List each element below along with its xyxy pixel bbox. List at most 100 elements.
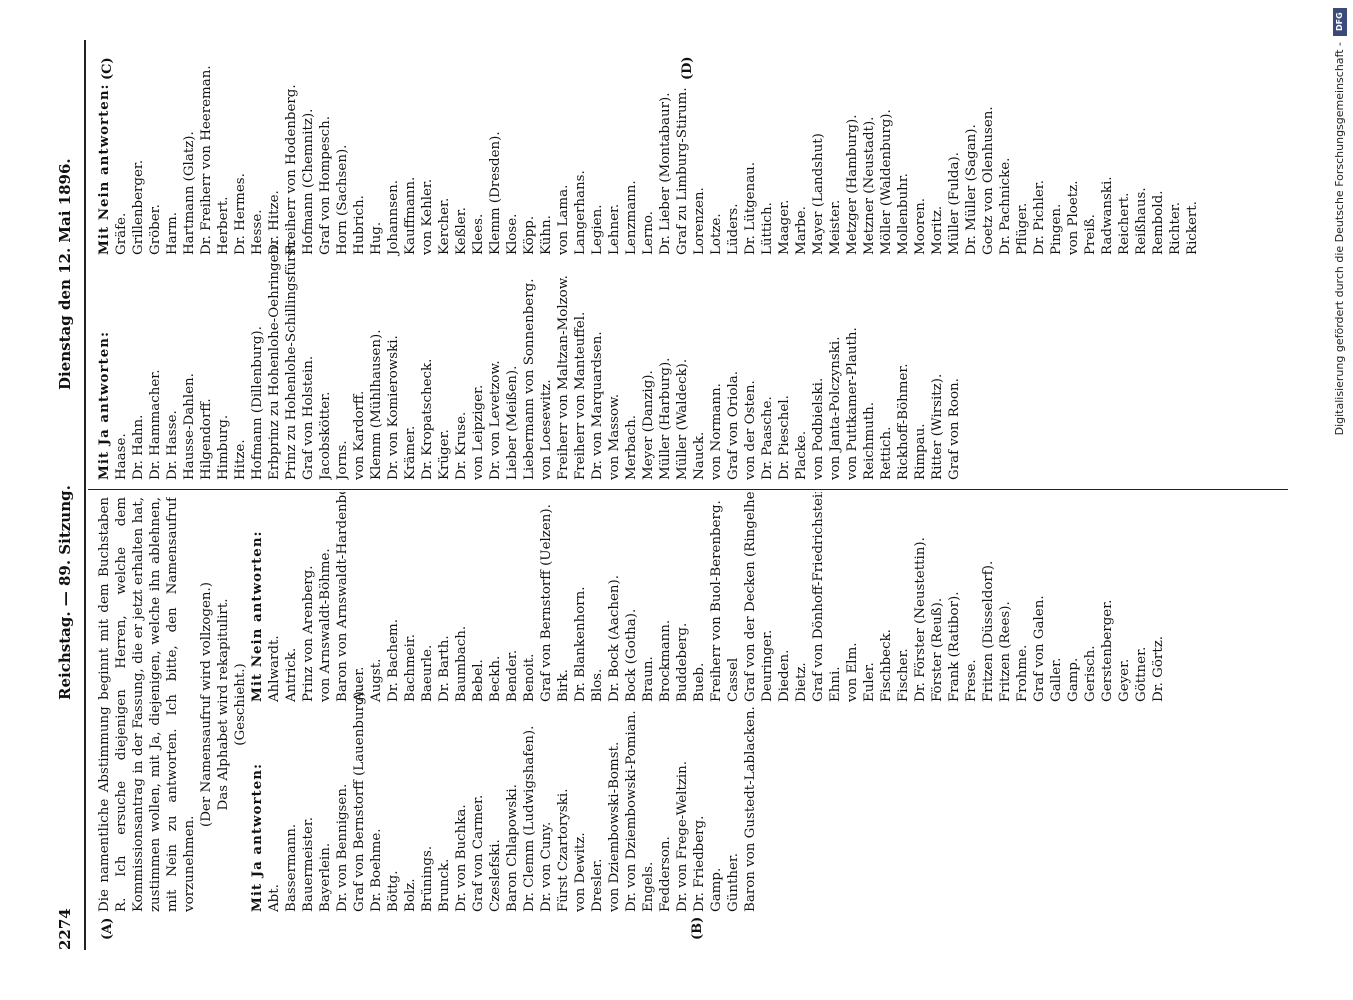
member-name: Buddeberg. <box>675 622 690 702</box>
right-columns: Mit Ja antworten: Haase. Dr. Hahn. Dr. Ham… <box>96 40 1201 480</box>
member-name: Freiherr von Hodenberg. <box>284 84 299 255</box>
member-name: Dr. von Bennigsen. <box>335 783 350 912</box>
member-name: Lenzmann. <box>624 180 639 255</box>
member-name: von Ploetz. <box>1066 180 1081 255</box>
member-name: Gerisch. <box>1083 645 1098 702</box>
member-name: Dietz. <box>794 662 809 702</box>
intro-line: (Geschieht.) <box>233 663 248 746</box>
member-name: Hilgendorff. <box>199 398 214 480</box>
member-name: Köpp. <box>522 215 537 255</box>
member-name: Förster (Reuß). <box>930 597 945 702</box>
member-name: Deuringer. <box>760 629 775 702</box>
member-name: Langerhans. <box>573 170 588 255</box>
member-name: Lehner. <box>607 203 622 255</box>
member-name: Dr. Kropatscheck. <box>420 358 435 480</box>
member-name: Rimpau. <box>913 423 928 481</box>
member-name: Fedderson. <box>658 836 673 912</box>
member-name: Fritzen (Düsseldorf). <box>981 560 996 702</box>
member-name: Klemm (Mühlhausen). <box>369 329 384 480</box>
member-name: Fischer. <box>896 648 911 702</box>
member-name: Dr. Hahn. <box>131 414 146 480</box>
member-name: Marbe. <box>794 206 809 255</box>
member-name: Klees. <box>471 213 486 255</box>
member-name: von Loesewitz. <box>539 379 554 480</box>
member-name: Rickert. <box>1185 201 1200 255</box>
member-name: Antrick. <box>284 647 299 702</box>
member-name: Baron von Arnswaldt-Hardenbostel. <box>335 492 350 702</box>
member-name: von Puttkamer-Plauth. <box>845 327 860 480</box>
member-name: Bebel. <box>471 659 486 702</box>
member-name: Placke. <box>794 430 809 480</box>
member-name: von Elm. <box>845 642 860 702</box>
page-header: 2274 Reichstag. — 89. Sitzung. Dienstag … <box>56 40 80 950</box>
column-ja-1: Mit Ja antworten: Abt. Bassermann. Bauerme… <box>249 687 1167 913</box>
member-name: Hofmann (Dillenburg). <box>250 326 265 480</box>
member-name: von Massow. <box>607 393 622 480</box>
member-name: Brünings. <box>420 845 435 912</box>
member-name: Bassermann. <box>284 823 299 912</box>
member-name: Baron Chlapowski. <box>505 784 520 912</box>
column-nein-2: Mit Nein antworten: Gräfe. Grillenberger.… <box>96 45 1201 255</box>
member-name: Bender. <box>505 649 520 702</box>
member-name: Radwanski. <box>1100 176 1115 255</box>
member-name: Gröber. <box>148 204 163 255</box>
member-name: Lüders. <box>726 203 741 255</box>
member-name: von Janta-Polczynski. <box>828 336 843 480</box>
member-name: Rembold. <box>1151 190 1166 255</box>
member-name: Freiherr von Manteuffel. <box>573 311 588 480</box>
member-name: von Leipziger. <box>471 384 486 480</box>
member-name: Graf von Hompesch. <box>318 116 333 255</box>
member-name: Dr. von Buchka. <box>454 804 469 912</box>
member-name: Lotze. <box>709 213 724 255</box>
member-name: Günther. <box>726 852 741 912</box>
member-name: Braun. <box>641 656 656 702</box>
member-name: Dr. Paasche. <box>760 396 775 480</box>
member-name: Birk. <box>556 669 571 702</box>
member-name: Dr. Hermes. <box>233 173 248 255</box>
member-name: von Podbielski. <box>811 377 826 480</box>
member-name: Dr. Kruse. <box>454 411 469 480</box>
header-rule <box>84 40 86 950</box>
member-name: Horn (Sachsen). <box>335 144 350 255</box>
member-name: Kühn. <box>539 215 554 255</box>
intro-line: (Der Namensaufruf wird vollzogen.) <box>199 581 214 828</box>
member-name: Benoit. <box>522 653 537 702</box>
member-name: Harm. <box>165 211 180 255</box>
member-name: Müller (Waldeck). <box>675 358 690 480</box>
member-name: Metzner (Neustadt). <box>862 116 877 255</box>
member-name: Dr. Clemm (Ludwigshafen). <box>522 725 537 912</box>
member-name: Reichmuth. <box>862 402 877 480</box>
member-name: Frank (Ratibor). <box>947 591 962 702</box>
member-name: Müller (Fulda). <box>947 152 962 255</box>
member-name: Czeslefski. <box>488 839 503 912</box>
member-name: Abt. <box>267 884 282 912</box>
member-name: Dr. Müller (Sagan). <box>964 124 979 255</box>
member-name: Frohme. <box>1015 644 1030 702</box>
member-name: Mooren. <box>913 197 928 255</box>
member-name: Dr. Blankenhorn. <box>573 586 588 702</box>
member-name: Freiherr von Maltzan-Molzow. <box>556 275 571 480</box>
member-name: Reichert. <box>1117 192 1132 255</box>
member-name: Hartmann (Glatz). <box>182 131 197 255</box>
member-name: Preiß. <box>1083 214 1098 255</box>
heading-ja: Mit Ja antworten: <box>96 331 112 480</box>
member-name: Bauermeister. <box>301 816 316 912</box>
heading-nein: Mit Nein antworten: <box>249 530 265 703</box>
member-name: Dr. Lieber (Montabaur). <box>658 92 673 255</box>
member-name: Fürst Czartoryski. <box>556 788 571 912</box>
member-name: Bolz. <box>403 878 418 913</box>
member-name: Bock (Gotha). <box>624 608 639 702</box>
member-name: Fritzen (Rees). <box>998 601 1013 702</box>
left-columns: Mit Ja antworten: Abt. Bassermann. Bauerme… <box>249 492 1167 912</box>
member-name: Krämer. <box>403 425 418 480</box>
member-name: Lerno. <box>641 211 656 255</box>
rotated-text-block: 2274 Reichstag. — 89. Sitzung. Dienstag … <box>56 40 1288 950</box>
member-name: Ehni. <box>828 666 843 702</box>
member-name: Gräfe. <box>114 212 129 255</box>
member-name: Lüttich. <box>760 202 775 255</box>
member-name: Hesse. <box>250 209 265 255</box>
member-name: Ahlwardt. <box>267 635 282 702</box>
member-name: Hubrich. <box>352 195 367 255</box>
member-name: von Kardorff. <box>352 390 367 480</box>
member-name: Grillenberger. <box>131 159 146 255</box>
